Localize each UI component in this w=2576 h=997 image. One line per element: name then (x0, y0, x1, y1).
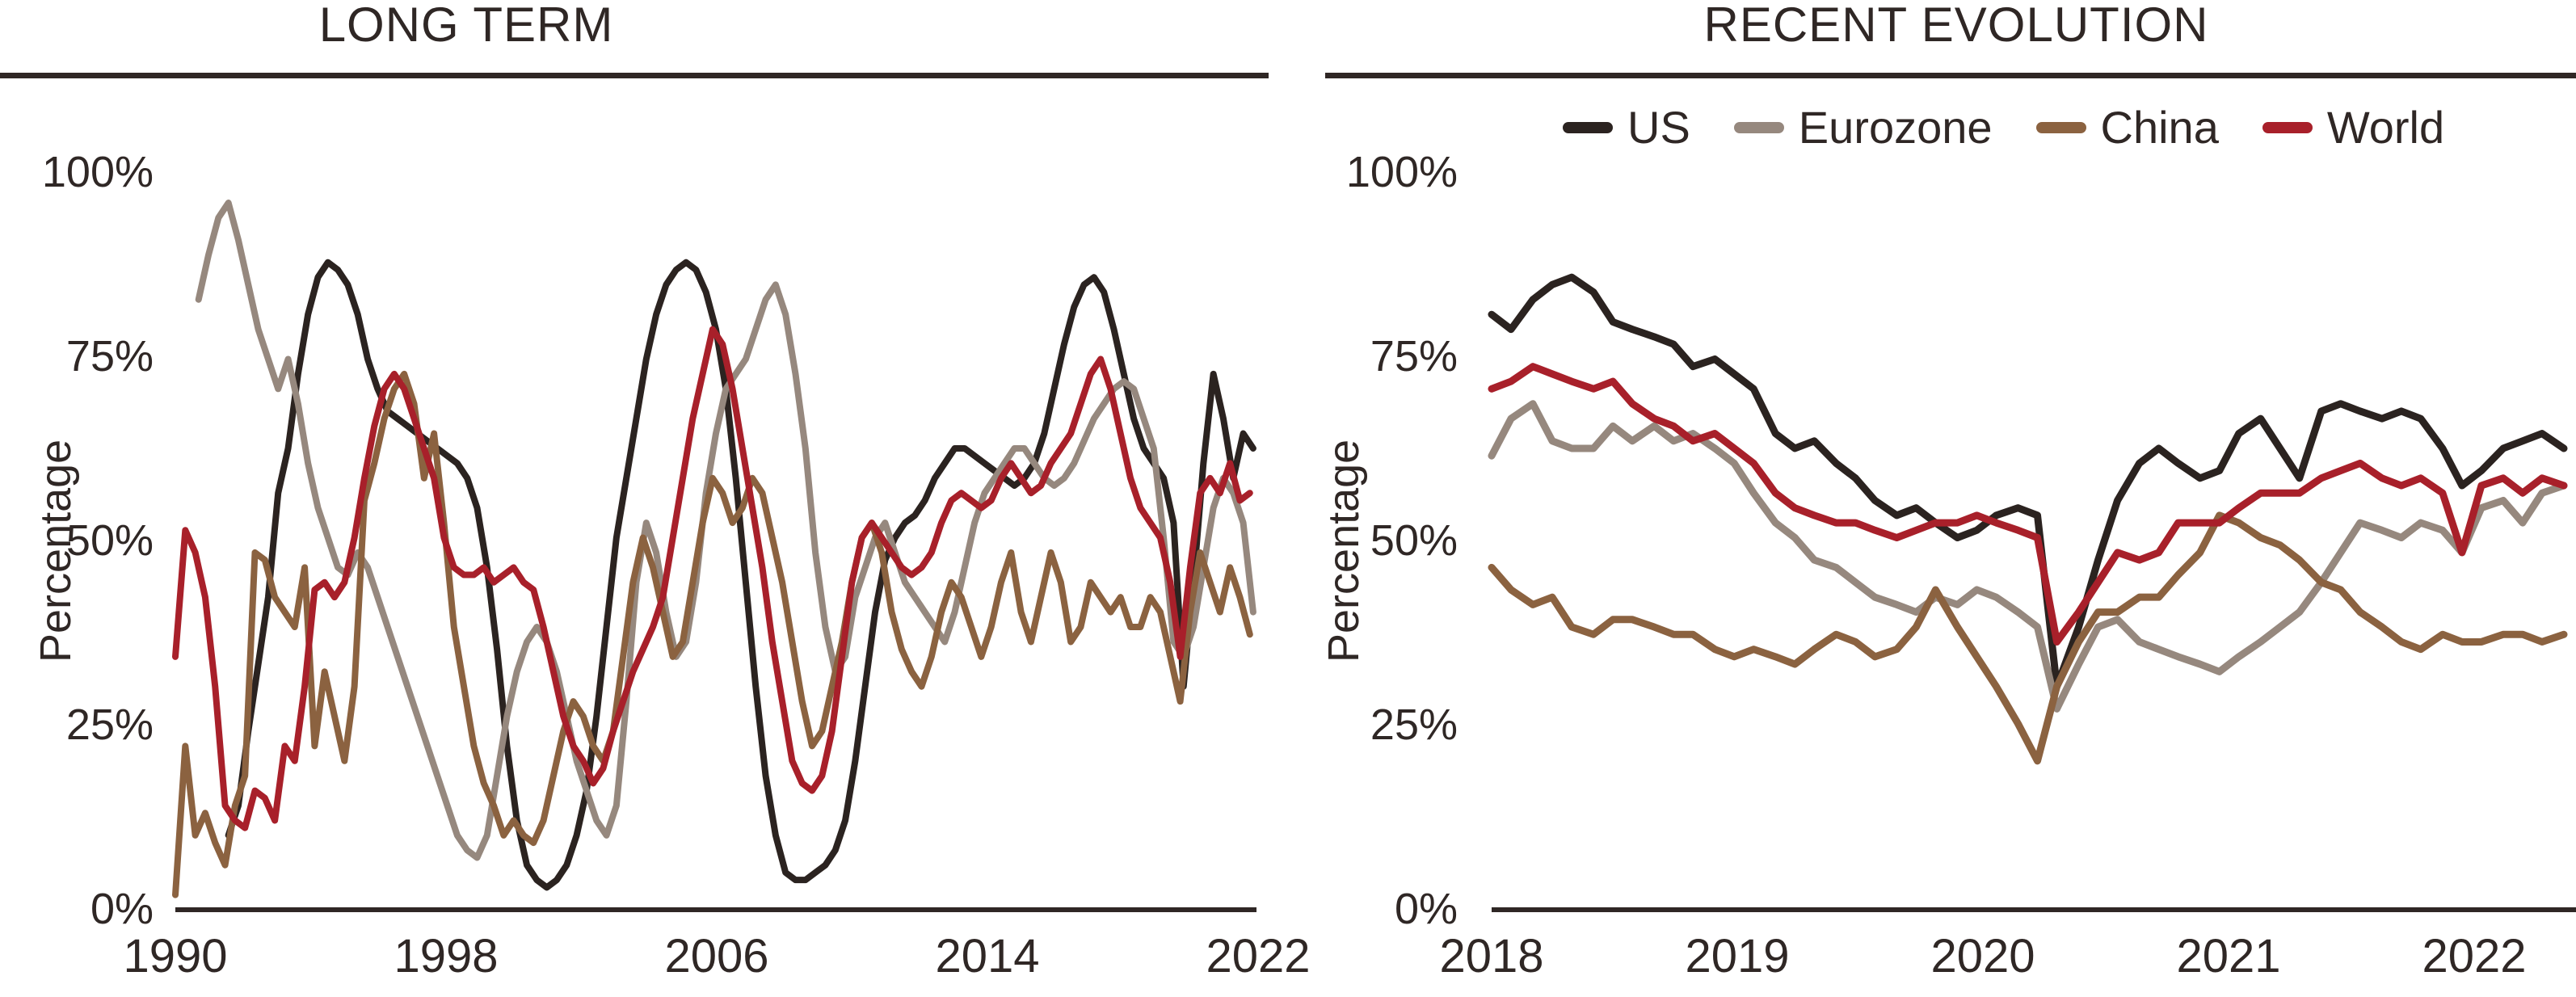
legend-item-world[interactable]: World (2262, 105, 2444, 150)
title-rule-long-term (0, 73, 1269, 78)
legend: US Eurozone China World (1563, 105, 2444, 150)
line-swatch-eurozone-icon (1733, 122, 1784, 133)
legend-label-us: US (1627, 102, 1690, 153)
series-line-world (1488, 363, 2568, 646)
title-rule-recent-evolution (1325, 73, 2576, 78)
x-tick-2006: 2006 (664, 930, 769, 982)
line-swatch-world-icon (2262, 122, 2313, 133)
x-tick-2022: 2022 (1206, 930, 1311, 982)
panel-title-recent-evolution: RECENT EVOLUTION (1703, 0, 2209, 52)
series-line-us (225, 259, 1256, 891)
series-line-china (172, 370, 1253, 898)
line-swatch-china-icon (2035, 122, 2086, 133)
plot-area-recent-evolution (1488, 273, 2576, 912)
panel-recent-evolution: RECENT EVOLUTION US Eurozone China World… (1288, 0, 2576, 997)
x-tick-2021: 2021 (2176, 930, 2281, 982)
panel-long-term: LONG TERM Percentage 100% 75% 50% 25% 0%… (0, 0, 1311, 982)
x-tick-1998: 1998 (394, 930, 499, 982)
series-line-us (1488, 273, 2568, 691)
legend-item-china[interactable]: China (2035, 102, 2219, 153)
series-line-world (172, 326, 1253, 831)
series-line-china (1488, 511, 2568, 765)
series-line-eurozone (195, 200, 1256, 861)
y-tick-75-long-term: 75% (65, 332, 154, 381)
series-line-eurozone (1488, 400, 2568, 713)
x-tick-2020: 2020 (1930, 930, 2035, 982)
y-tick-25-recent: 25% (1370, 700, 1458, 749)
legend-label-world: World (2326, 102, 2445, 153)
y-tick-50-recent: 50% (1370, 516, 1458, 565)
x-tick-2014: 2014 (935, 930, 1040, 982)
panel-title-long-term: LONG TERM (318, 0, 614, 52)
x-tick-1990: 1990 (123, 930, 228, 982)
y-tick-0-long-term: 0% (90, 885, 154, 933)
y-tick-50-long-term: 50% (65, 516, 154, 565)
y-tick-75-recent: 75% (1370, 332, 1458, 381)
y-tick-25-long-term: 25% (65, 700, 154, 749)
y-tick-100-long-term: 100% (41, 148, 154, 196)
legend-label-eurozone: Eurozone (1798, 102, 1993, 153)
legend-item-eurozone[interactable]: Eurozone (1733, 102, 1993, 153)
y-tick-100-recent: 100% (1345, 148, 1458, 196)
line-swatch-us-icon (1563, 122, 1613, 133)
legend-label-china: China (2100, 102, 2219, 153)
plot-area-long-term (172, 200, 1256, 912)
x-tick-2019: 2019 (1685, 930, 1790, 982)
y-tick-0-recent: 0% (1394, 885, 1458, 933)
x-tick-2022: 2022 (2422, 930, 2527, 982)
x-tick-2018: 2018 (1439, 930, 1544, 982)
legend-item-us[interactable]: US (1563, 105, 1690, 150)
